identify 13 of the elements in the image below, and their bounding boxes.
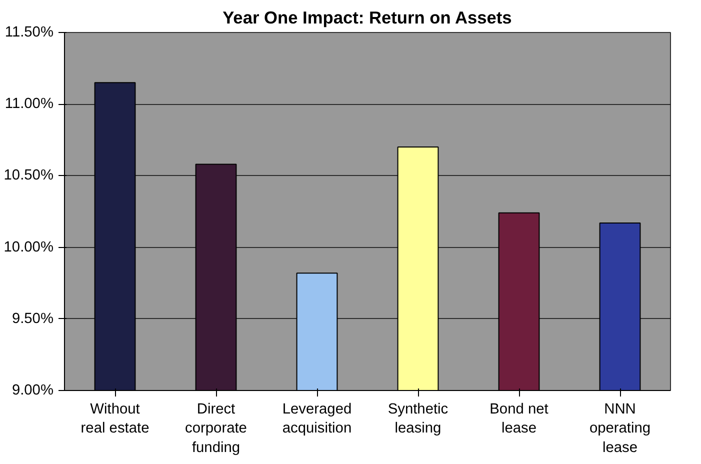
x-tick-label: Synthetic leasing: [388, 402, 448, 437]
x-tick-label: Bond net lease: [490, 402, 548, 437]
y-tick-label: 11.50%: [4, 24, 54, 40]
x-tick-label: Without real estate: [80, 402, 150, 437]
y-tick-label: 11.00%: [4, 96, 54, 112]
y-tick-label: 9.00%: [12, 382, 54, 398]
chart-title: Year One Impact: Return on Assets: [222, 8, 512, 28]
y-tick-label: 9.50%: [12, 310, 54, 327]
x-tick-label: NNN operating lease: [589, 402, 651, 456]
y-tick-label: 10.50%: [4, 168, 54, 184]
x-tick-label: Direct corporate funding: [185, 402, 247, 456]
x-tick-label: Leveraged acquisition: [282, 402, 352, 437]
y-tick-label: 10.00%: [4, 239, 54, 256]
